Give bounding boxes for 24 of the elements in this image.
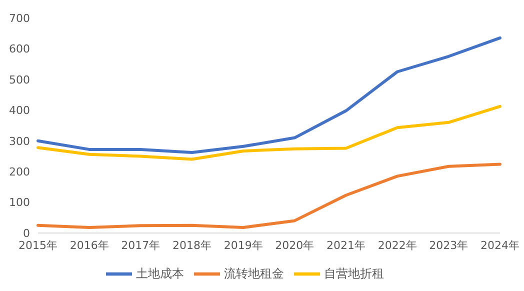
- y-tick-label: 600: [9, 42, 30, 56]
- x-tick-label: 2022年: [378, 238, 417, 252]
- x-tick-label: 2019年: [224, 238, 263, 252]
- x-tick-label: 2016年: [70, 238, 109, 252]
- x-tick-label: 2023年: [429, 238, 468, 252]
- x-tick-label: 2021年: [326, 238, 366, 252]
- legend-label: 自营地折租: [324, 266, 384, 280]
- y-tick-label: 0: [23, 226, 30, 240]
- line-series: [36, 162, 502, 229]
- y-tick-label: 500: [9, 73, 30, 86]
- y-tick-label: 700: [9, 12, 30, 25]
- y-tick-label: 200: [9, 165, 30, 178]
- line-series: [36, 36, 502, 154]
- x-tick-label: 2017年: [121, 238, 160, 252]
- legend-label: 土地成本: [136, 266, 184, 280]
- x-tick-label: 2020年: [275, 238, 314, 252]
- legend-label: 流转地租金: [224, 266, 284, 280]
- x-tick-label: 2015年: [18, 238, 58, 252]
- line-series: [36, 104, 502, 161]
- y-tick-label: 100: [9, 196, 30, 210]
- y-tick-label: 400: [9, 104, 30, 118]
- y-tick-label: 300: [9, 134, 30, 148]
- x-tick-label: 2024年: [480, 238, 520, 252]
- x-tick-label: 2018年: [172, 238, 212, 252]
